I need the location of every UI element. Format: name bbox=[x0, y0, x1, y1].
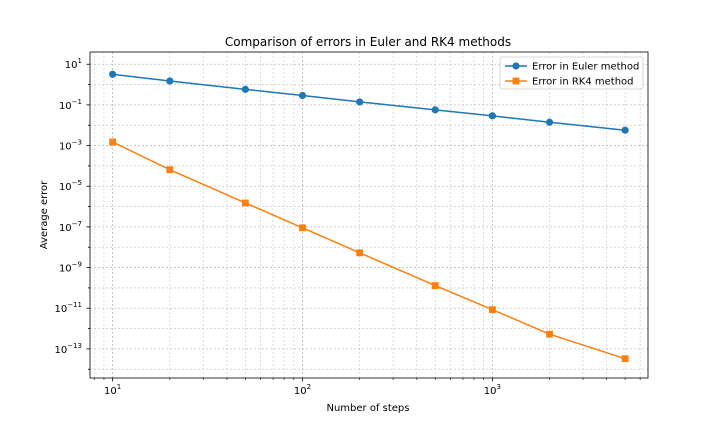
legend-marker bbox=[512, 62, 520, 70]
y-tick-base: 10 bbox=[59, 101, 72, 112]
y-tick-exponent: −3 bbox=[72, 139, 82, 147]
y-tick-label: 10−3 bbox=[59, 139, 82, 153]
y-tick-base: 10 bbox=[59, 264, 72, 275]
y-tick-base: 10 bbox=[65, 60, 78, 71]
legend-label: Error in RK4 method bbox=[532, 77, 634, 88]
y-tick-base: 10 bbox=[59, 182, 72, 193]
y-tick-exponent: −13 bbox=[67, 342, 82, 350]
data-point bbox=[545, 118, 554, 126]
chart-title: Comparison of errors in Euler and RK4 me… bbox=[225, 35, 511, 49]
legend-marker bbox=[512, 77, 520, 85]
y-tick-base: 10 bbox=[54, 304, 67, 315]
x-axis-label: Number of steps bbox=[326, 403, 409, 414]
data-point bbox=[621, 126, 629, 134]
data-point bbox=[488, 112, 496, 120]
y-tick-base: 10 bbox=[59, 142, 72, 153]
series-2 bbox=[109, 138, 629, 363]
series-layer bbox=[109, 70, 629, 363]
data-point bbox=[241, 85, 249, 93]
data-point bbox=[298, 91, 307, 100]
legend-label: Error in Euler method bbox=[532, 62, 639, 73]
y-tick-exponent: −7 bbox=[72, 220, 82, 228]
data-point bbox=[166, 77, 174, 85]
y-tick-label: 101 bbox=[65, 57, 82, 71]
y-tick-exponent: 1 bbox=[78, 57, 82, 65]
data-point bbox=[241, 199, 249, 207]
data-point bbox=[621, 355, 629, 363]
data-point bbox=[356, 249, 364, 257]
y-tick-label: 10−1 bbox=[59, 98, 82, 112]
data-point bbox=[109, 138, 117, 146]
data-point bbox=[546, 330, 553, 338]
data-point bbox=[488, 306, 496, 314]
data-point bbox=[356, 98, 364, 106]
y-tick-exponent: −9 bbox=[72, 261, 82, 269]
data-point bbox=[431, 106, 439, 114]
legend-box bbox=[499, 56, 644, 90]
y-axis-label: Average error bbox=[39, 180, 50, 249]
y-tick-label: 10−5 bbox=[59, 179, 82, 193]
data-point bbox=[166, 166, 174, 174]
y-tick-base: 10 bbox=[54, 345, 67, 356]
y-tick-label: 10−13 bbox=[54, 342, 82, 356]
x-tick-exponent: 1 bbox=[117, 383, 121, 391]
y-tick-exponent: −11 bbox=[67, 301, 82, 309]
series-1 bbox=[109, 70, 629, 134]
y-tick-label: 10−9 bbox=[59, 261, 82, 275]
x-tick-exponent: 3 bbox=[497, 383, 501, 391]
data-point bbox=[299, 224, 306, 232]
data-point bbox=[431, 282, 439, 289]
legend: Error in Euler method Error in RK4 method bbox=[499, 56, 644, 90]
y-tick-exponent: −1 bbox=[72, 98, 82, 106]
plot-area-frame bbox=[89, 51, 649, 379]
y-tick-label: 10−11 bbox=[54, 301, 82, 315]
x-tick-exponent: 2 bbox=[307, 383, 311, 391]
y-tick-label: 10−7 bbox=[59, 220, 82, 234]
y-tick-base: 10 bbox=[59, 223, 72, 234]
y-tick-exponent: −5 bbox=[72, 179, 82, 187]
data-point bbox=[109, 70, 117, 78]
